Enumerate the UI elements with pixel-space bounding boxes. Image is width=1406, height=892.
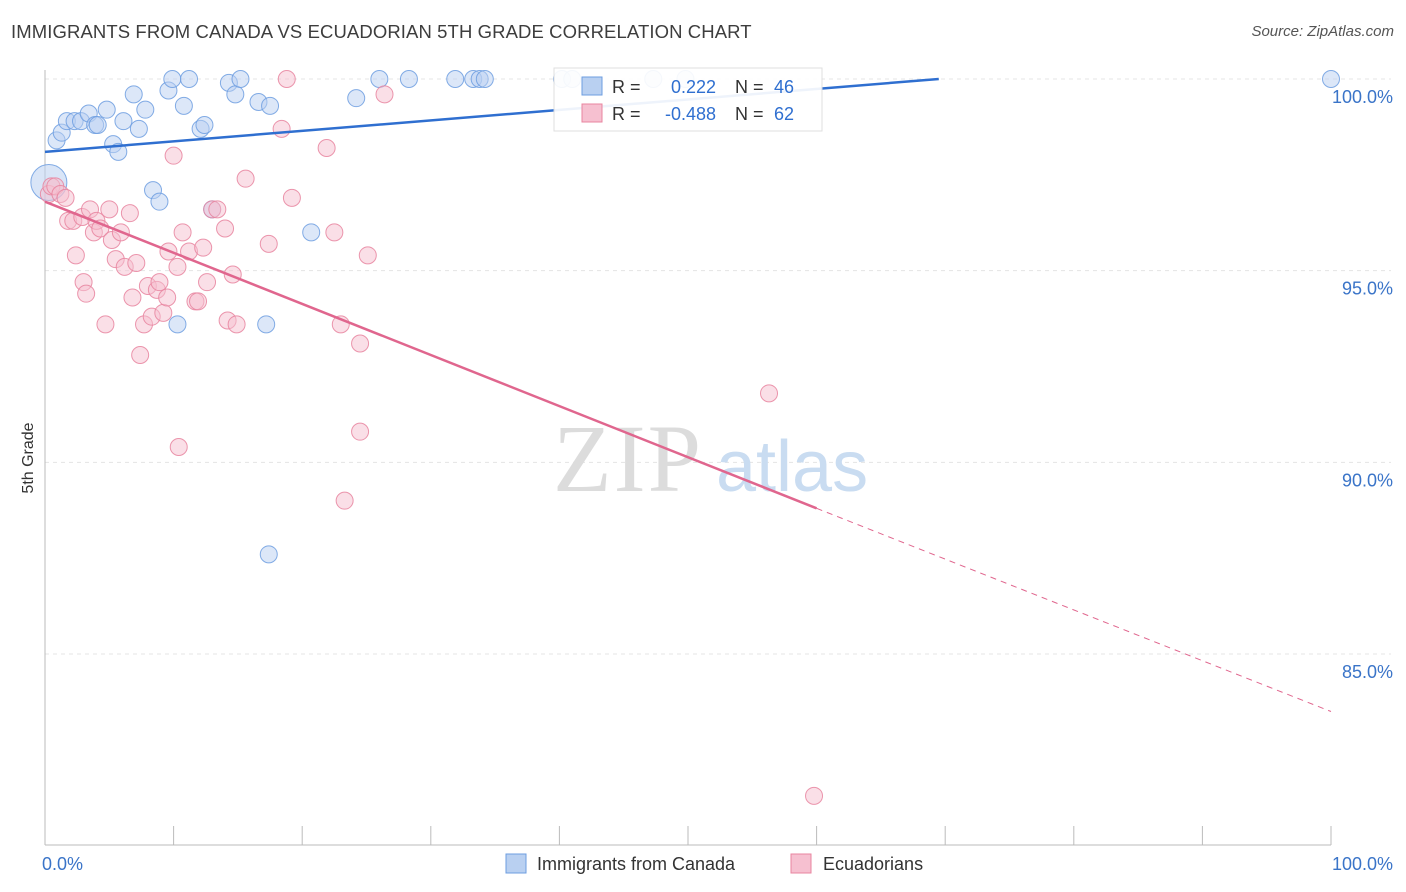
stats-n-value-canada: 46	[774, 77, 794, 97]
canada-point	[129, 119, 148, 138]
legend-label-canada: Immigrants from Canada	[537, 854, 736, 874]
canada-point	[136, 100, 155, 119]
stats-r-label-ecuadorians: R =	[612, 104, 641, 124]
data-points	[30, 70, 1340, 805]
canada-point	[168, 315, 187, 334]
stats-swatch-ecuadorians	[581, 103, 603, 123]
canada-point	[124, 85, 143, 104]
y-tick-label: 85.0%	[1342, 662, 1393, 682]
canada-point	[163, 70, 182, 88]
trend-line-ecuadorians-extrapolated	[816, 507, 1332, 712]
canada-point	[1322, 70, 1340, 88]
canada-point	[97, 100, 116, 119]
ecuadorian-point	[272, 119, 291, 138]
canada-point	[231, 70, 250, 88]
stats-n-label-canada: N =	[735, 77, 764, 97]
ecuadorian-point	[77, 284, 96, 303]
x-tick-labels: 0.0% 100.0%	[42, 854, 1393, 874]
ecuadorian-point	[259, 234, 278, 253]
stats-n-label-ecuadorians: N =	[735, 104, 764, 124]
ecuadorian-point	[282, 188, 301, 207]
ecuadorian-point	[805, 786, 824, 805]
ecuadorian-point	[173, 223, 192, 242]
ecuadorian-point	[216, 219, 235, 238]
series-legend: Immigrants from Canada Ecuadorians	[505, 853, 923, 874]
gridlines	[45, 78, 1391, 655]
ecuadorian-point	[277, 70, 296, 88]
ecuadorian-point	[227, 315, 246, 334]
stats-swatch-canada	[581, 76, 603, 96]
stats-r-value-ecuadorians: -0.488	[665, 104, 716, 124]
ecuadorian-point	[351, 334, 370, 353]
ecuadorian-point	[150, 273, 169, 292]
canada-point	[261, 96, 280, 115]
ecuadorian-point	[236, 169, 255, 188]
canada-point	[257, 315, 276, 334]
ecuadorian-point	[189, 292, 208, 311]
ecuadorian-point	[131, 346, 150, 364]
watermark: ZIP atlas	[553, 405, 868, 512]
canada-point	[226, 85, 245, 104]
ecuadorian-point	[317, 139, 336, 157]
legend-swatch-canada	[505, 853, 527, 874]
trend-lines	[44, 77, 1332, 712]
canada-point	[88, 116, 107, 134]
canada-point	[109, 142, 128, 161]
ecuadorian-point	[164, 146, 183, 165]
canada-point	[150, 192, 169, 211]
y-tick-label: 90.0%	[1342, 470, 1393, 490]
y-axis-label: 5th Grade	[20, 422, 37, 493]
x-tick-label: 0.0%	[42, 854, 83, 874]
stats-n-value-ecuadorians: 62	[774, 104, 794, 124]
stats-r-label-canada: R =	[612, 77, 641, 97]
ecuadorian-point	[158, 288, 177, 307]
canada-point	[370, 70, 389, 88]
ecuadorian-point	[66, 246, 85, 265]
watermark-zip: ZIP	[553, 405, 703, 512]
canada-point	[174, 96, 193, 115]
ecuadorian-point	[123, 288, 142, 307]
ecuadorian-point	[198, 273, 217, 292]
y-tick-label: 95.0%	[1342, 279, 1393, 299]
ecuadorian-point	[154, 303, 173, 322]
canada-point	[180, 70, 199, 88]
canada-point	[446, 70, 465, 88]
ecuadorian-point	[194, 238, 213, 257]
legend-label-ecuadorians: Ecuadorians	[823, 854, 923, 874]
canada-point	[347, 89, 366, 108]
ecuadorian-point	[351, 422, 370, 441]
stats-legend: R = 0.222 N = 46 R = -0.488 N = 62	[553, 67, 823, 132]
ecuadorian-point	[169, 438, 188, 456]
ecuadorian-point	[100, 200, 119, 219]
y-tick-labels: 85.0% 90.0% 95.0% 100.0%	[1332, 87, 1393, 682]
ecuadorian-point	[335, 491, 354, 510]
canada-point	[195, 116, 214, 134]
trend-line-ecuadorians	[44, 200, 818, 510]
ecuadorian-point	[168, 257, 187, 276]
ecuadorian-point	[358, 246, 377, 265]
watermark-atlas: atlas	[716, 427, 868, 507]
ecuadorian-point	[375, 85, 394, 104]
canada-point	[114, 112, 133, 131]
axes	[44, 70, 1332, 846]
y-tick-label: 100.0%	[1332, 87, 1393, 107]
canada-point	[259, 545, 278, 564]
ecuadorian-point	[96, 315, 115, 334]
ecuadorian-point	[325, 223, 344, 242]
ecuadorian-point	[760, 384, 779, 403]
source-credit: Source: ZipAtlas.com	[1251, 23, 1394, 40]
ecuadorian-point	[208, 200, 227, 219]
canada-point	[302, 223, 321, 242]
legend-swatch-ecuadorians	[790, 853, 812, 874]
canada-point	[399, 70, 418, 88]
chart-title: IMMIGRANTS FROM CANADA VS ECUADORIAN 5TH…	[11, 21, 752, 42]
ecuadorian-point	[127, 254, 146, 272]
stats-r-value-canada: 0.222	[671, 77, 716, 97]
canada-point	[475, 70, 494, 88]
x-tick-label: 100.0%	[1332, 854, 1393, 874]
ecuadorian-point	[120, 204, 139, 223]
ecuadorian-point	[56, 188, 75, 207]
